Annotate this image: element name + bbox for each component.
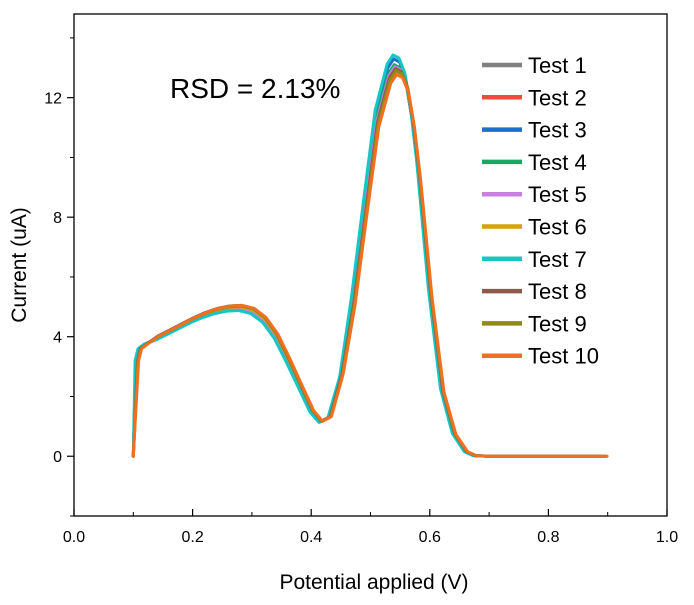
series-line [131, 53, 605, 458]
x-tick-label: 0.8 [537, 529, 559, 546]
series-line [131, 73, 609, 458]
series-lines [131, 53, 609, 458]
x-tick-label: 0.6 [419, 529, 441, 546]
legend-label: Test 9 [528, 311, 587, 336]
y-tick-label: 8 [53, 210, 62, 227]
x-tick-label: 1.0 [656, 529, 678, 546]
legend-label: Test 8 [528, 279, 587, 304]
y-tick-label: 0 [53, 449, 62, 466]
x-axis-title: Potential applied (V) [279, 571, 468, 594]
legend-label: Test 10 [528, 344, 599, 369]
legend-label: Test 6 [528, 215, 587, 240]
x-tick-label: 0.4 [300, 529, 322, 546]
y-tick-label: 12 [44, 91, 62, 108]
axis-ticks: 0.0 0.2 0.4 0.6 0.8 1.0 0 4 8 12 [44, 37, 678, 546]
rsd-annotation: RSD = 2.13% [170, 73, 340, 104]
legend-label: Test 5 [528, 182, 587, 207]
y-axis-title: Current (uA) [8, 207, 31, 323]
legend: Test 1 Test 2 Test 3 Test 4 Test 5 Test 6 Test… [482, 53, 599, 369]
x-tick-label: 0.0 [63, 529, 85, 546]
plot-area: 0.0 0.2 0.4 0.6 0.8 1.0 0 4 8 12 [44, 13, 678, 546]
x-tick-label: 0.2 [181, 529, 203, 546]
legend-label: Test 3 [528, 118, 587, 143]
legend-label: Test 7 [528, 247, 587, 272]
legend-label: Test 1 [528, 53, 587, 78]
y-tick-label: 4 [53, 330, 62, 347]
legend-label: Test 4 [528, 150, 587, 175]
legend-label: Test 2 [528, 85, 587, 110]
